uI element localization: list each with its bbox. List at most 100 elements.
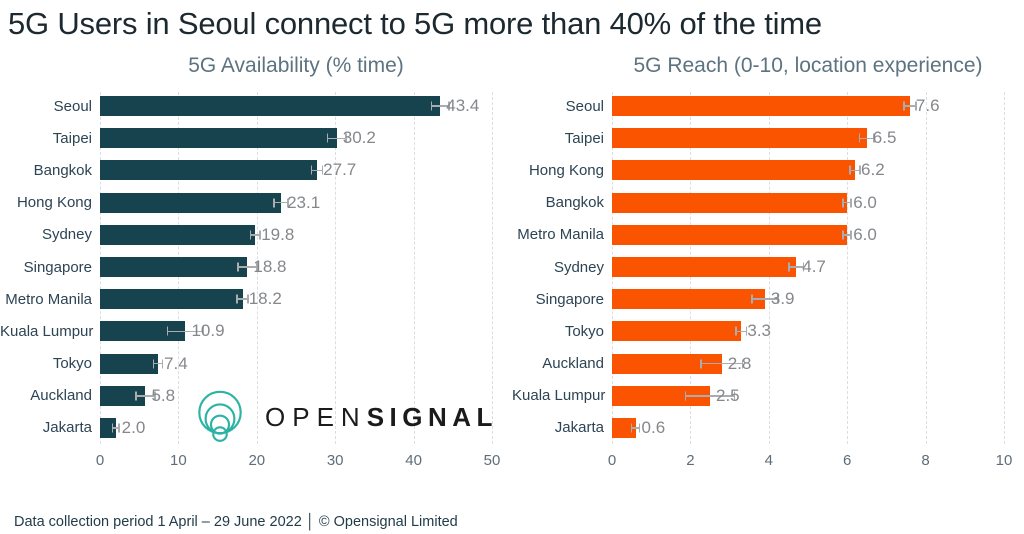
error-bar-cap bbox=[152, 359, 155, 369]
x-tick-label: 10 bbox=[995, 452, 1013, 470]
category-label: Metro Manila bbox=[517, 226, 604, 244]
bar-row: Tokyo 3.3 bbox=[512, 315, 1024, 347]
error-bar-cap bbox=[873, 133, 875, 143]
bar-track: 6.0 bbox=[612, 219, 1004, 251]
value-label: 0.6 bbox=[641, 417, 666, 437]
bar-track: 6.2 bbox=[612, 154, 1004, 186]
bar-track: 4.7 bbox=[612, 251, 1004, 283]
bar-track: 2.5 bbox=[612, 380, 1004, 412]
value-label: 23.1 bbox=[287, 192, 321, 212]
x-tick-label: 30 bbox=[326, 452, 344, 470]
logo-text-open: OPEN bbox=[265, 401, 367, 432]
bar-row: Bangkok 27.7 bbox=[0, 154, 512, 186]
error-bar-cap bbox=[903, 101, 905, 111]
bar bbox=[100, 417, 116, 438]
error-bar bbox=[310, 165, 324, 175]
bar bbox=[612, 224, 848, 245]
value-label: 4.7 bbox=[802, 257, 826, 277]
bar-track: 3.3 bbox=[612, 315, 1004, 347]
value-label: 43.4 bbox=[446, 96, 480, 116]
bar-track: 23.1 bbox=[100, 187, 492, 219]
error-bar bbox=[849, 165, 861, 175]
bar-row: Singapore 3.9 bbox=[512, 283, 1024, 315]
bar bbox=[100, 257, 248, 278]
bar-row: Seoul 7.6 bbox=[512, 90, 1024, 122]
error-bar bbox=[135, 391, 156, 401]
x-axis: 0 10 20 30 40 50 bbox=[96, 444, 501, 470]
bar-track: 10.9 bbox=[100, 315, 492, 347]
error-bar-cap bbox=[735, 326, 737, 336]
error-bar-cap bbox=[842, 230, 844, 240]
category-label: Tokyo bbox=[564, 322, 604, 340]
opensignal-logo: OPENSIGNAL bbox=[193, 388, 498, 446]
reach-plot: Seoul 7.6 Taipei 6.5 Hong Kong 6.2 Bangkok 6.0 M… bbox=[512, 90, 1024, 470]
bar-track: 18.8 bbox=[100, 251, 492, 283]
error-bar-cap bbox=[700, 359, 702, 369]
bar bbox=[612, 257, 797, 278]
error-bar bbox=[152, 359, 164, 369]
bar bbox=[100, 160, 318, 181]
value-label: 7.4 bbox=[164, 353, 188, 373]
bar-track: 18.2 bbox=[100, 283, 492, 315]
x-tick-label: 0 bbox=[607, 452, 617, 470]
error-bar bbox=[249, 230, 261, 240]
bar bbox=[100, 96, 441, 117]
error-bar-cap bbox=[684, 391, 687, 401]
error-bar-cap bbox=[326, 133, 329, 143]
category-label: Bangkok bbox=[33, 161, 92, 179]
bar-row: Singapore 18.8 bbox=[0, 251, 512, 283]
error-bar-cap bbox=[430, 101, 433, 111]
value-label: 7.6 bbox=[915, 96, 940, 116]
bar-track: 2.0 bbox=[100, 412, 492, 444]
logo-text-signal: SIGNAL bbox=[366, 401, 498, 432]
value-label: 30.2 bbox=[342, 128, 376, 148]
error-bar bbox=[684, 391, 736, 401]
bar-row: Bangkok 6.0 bbox=[512, 187, 1024, 219]
bar bbox=[100, 128, 337, 149]
error-bar-cap bbox=[638, 423, 641, 433]
bar bbox=[100, 224, 256, 245]
x-tick-label: 40 bbox=[405, 452, 422, 470]
error-bar-cap bbox=[247, 294, 249, 304]
value-label: 5.8 bbox=[151, 385, 176, 405]
error-bar bbox=[237, 262, 258, 272]
category-label: Sydney bbox=[41, 226, 92, 244]
bar bbox=[612, 417, 636, 438]
x-tick-label: 50 bbox=[483, 452, 501, 470]
error-bar-cap bbox=[745, 326, 748, 336]
bar-track: 30.2 bbox=[100, 122, 492, 154]
bar-track: 0.6 bbox=[612, 412, 1004, 444]
bar bbox=[612, 128, 867, 149]
error-bar-cap bbox=[788, 262, 790, 272]
bar bbox=[612, 96, 910, 117]
error-bar-cap bbox=[858, 133, 861, 143]
error-bar bbox=[236, 294, 249, 304]
value-label: 2.5 bbox=[716, 385, 740, 405]
bar-row: Taipei 30.2 bbox=[0, 122, 512, 154]
opensignal-wordmark: OPENSIGNAL bbox=[265, 402, 498, 433]
gridline bbox=[847, 92, 849, 445]
category-label: Metro Manila bbox=[5, 290, 92, 308]
x-tick-label: 8 bbox=[921, 452, 930, 470]
value-label: 2.8 bbox=[727, 353, 752, 373]
value-label: 18.8 bbox=[253, 257, 287, 277]
error-bar bbox=[326, 133, 347, 143]
bar-row: Metro Manila 18.2 bbox=[0, 283, 512, 315]
bar-row: Sydney 19.8 bbox=[0, 219, 512, 251]
bar-rows: Seoul 43.4 Taipei 30.2 Bangkok 27.7 Hong Kong 2… bbox=[0, 90, 512, 444]
bar-track: 6.0 bbox=[612, 187, 1004, 219]
bar-rows: Seoul 7.6 Taipei 6.5 Hong Kong 6.2 Bangkok 6.0 M… bbox=[512, 90, 1024, 444]
x-axis: 0 2 4 6 8 10 bbox=[608, 444, 1013, 470]
value-label: 6.0 bbox=[853, 224, 877, 244]
error-bar-cap bbox=[310, 165, 313, 175]
category-label: Seoul bbox=[53, 97, 92, 115]
error-bar-cap bbox=[630, 423, 633, 433]
bar-row: Jakarta 2.0 bbox=[0, 412, 512, 444]
bar-row: Kuala Lumpur 10.9 bbox=[0, 315, 512, 347]
value-label: 27.7 bbox=[323, 160, 357, 180]
value-label: 3.9 bbox=[770, 289, 795, 309]
value-label: 6.2 bbox=[861, 160, 885, 180]
x-tick-label: 20 bbox=[248, 452, 266, 470]
category-label: Hong Kong bbox=[528, 161, 604, 179]
